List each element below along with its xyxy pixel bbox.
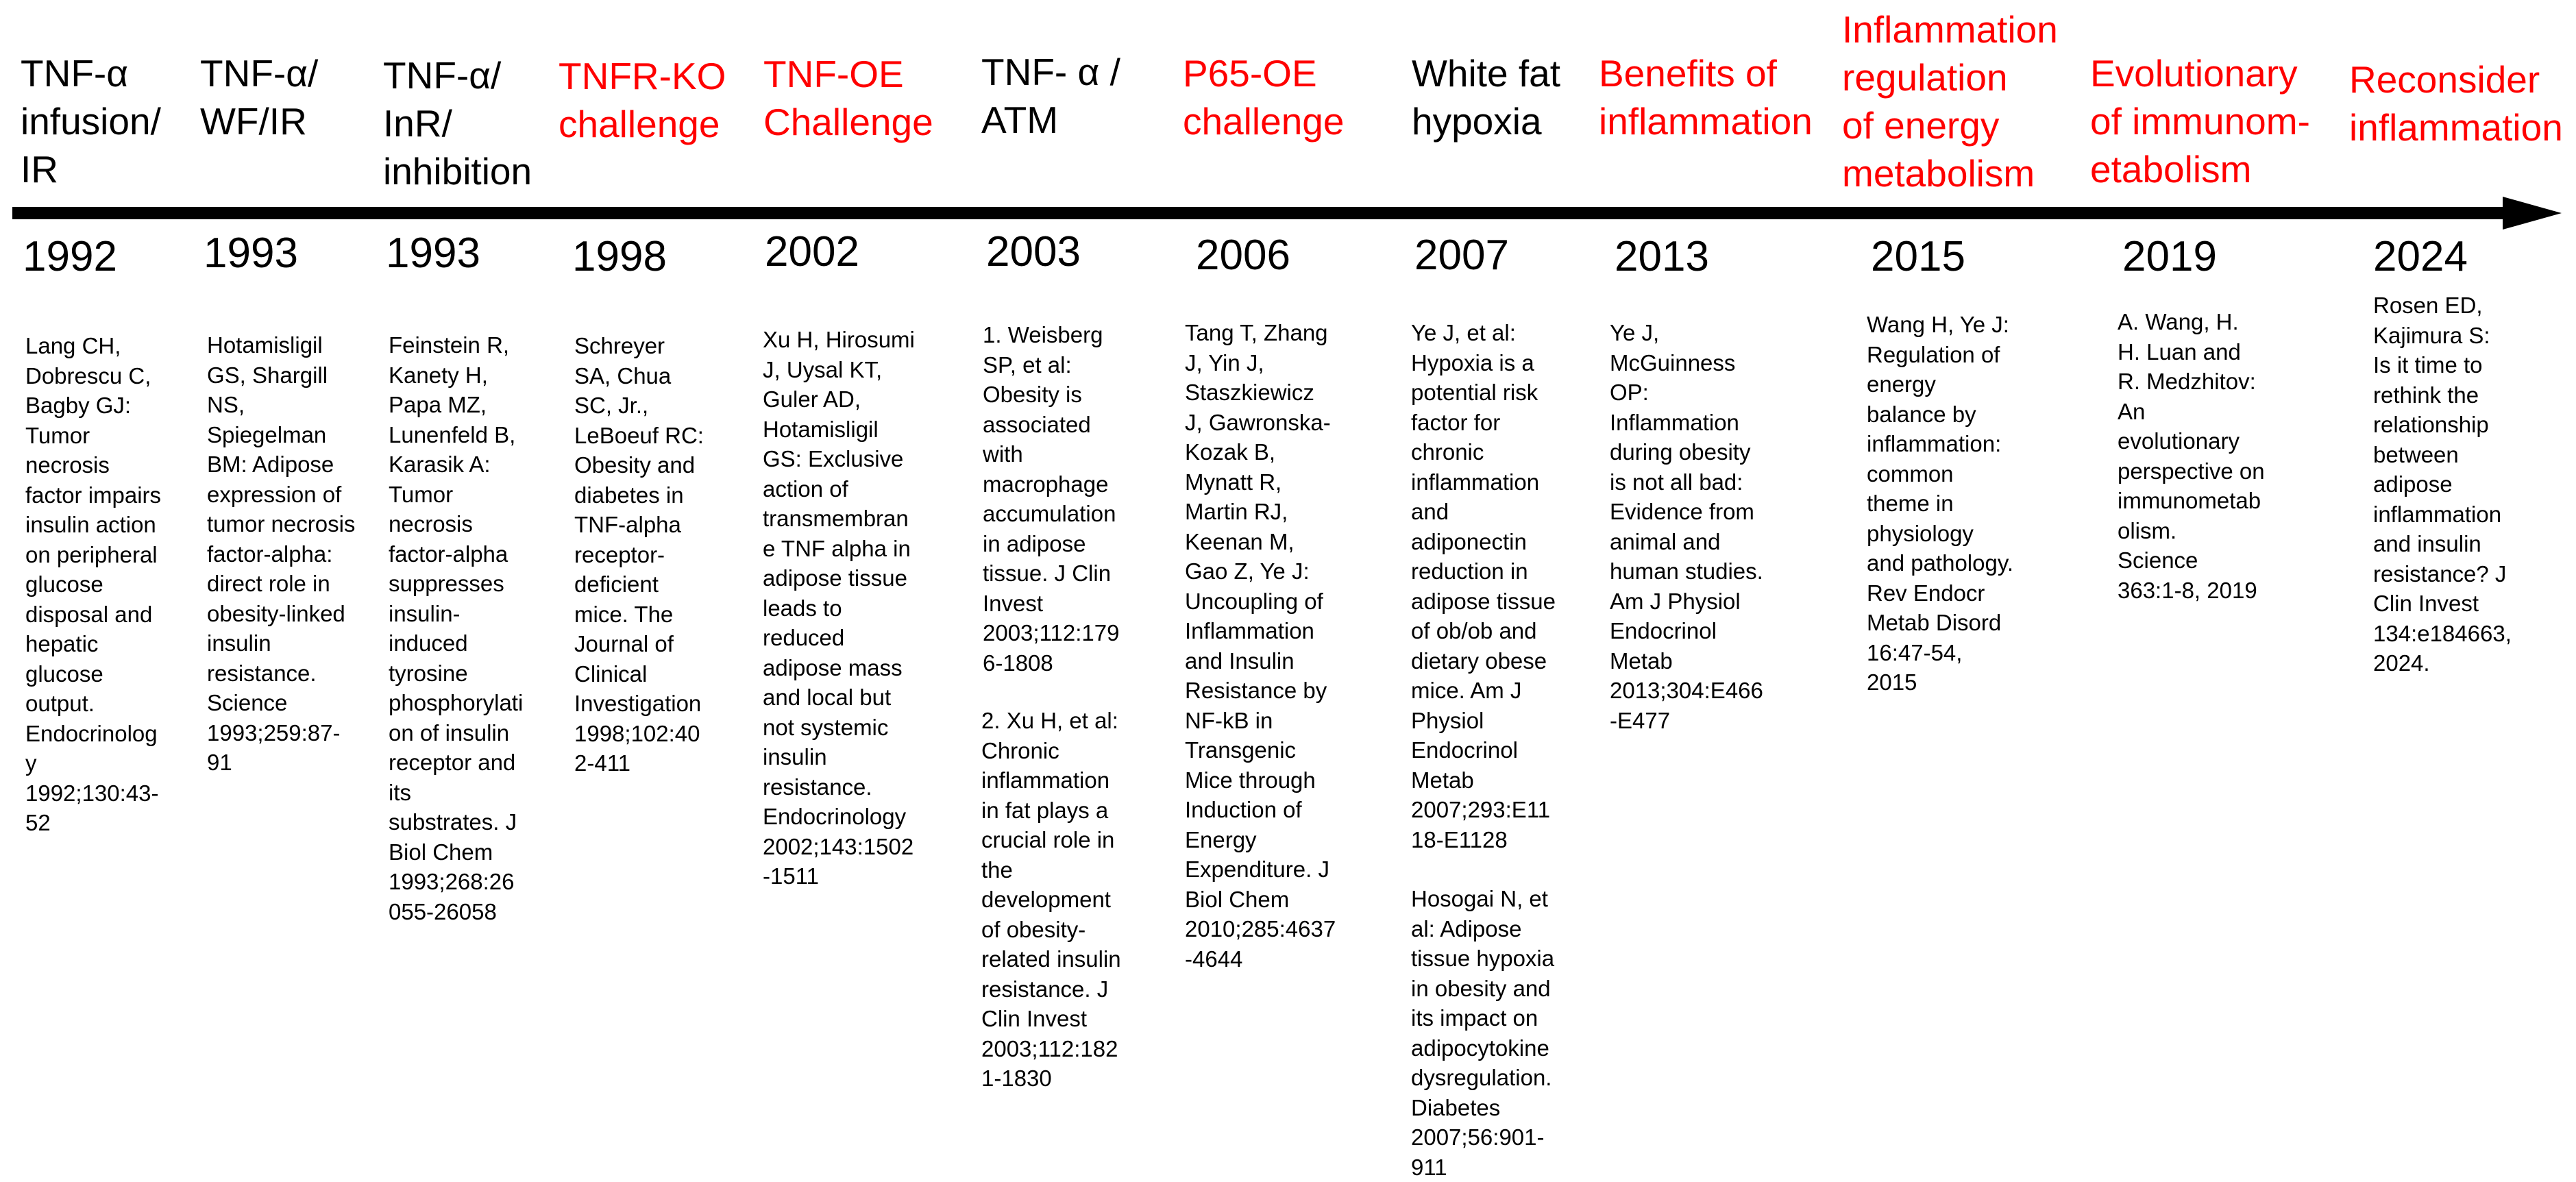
milestone-title: Benefits of inflammation: [1599, 52, 1813, 143]
milestone-year: 1992: [23, 233, 117, 280]
milestone-year: 1993: [204, 230, 298, 277]
milestone-reference: Tang T, Zhang J, Yin J, Staszkiewicz J, …: [1185, 320, 1336, 972]
milestone-reference: Schreyer SA, Chua SC, Jr., LeBoeuf RC: O…: [574, 333, 704, 776]
milestone-year: 2006: [1196, 232, 1290, 279]
milestone-title: Reconsider inflammation: [2349, 58, 2563, 149]
milestone-title: Inflammation regulation of energy metabo…: [1842, 8, 2058, 195]
milestone-reference: Ye J, McGuinness OP: Inflammation during…: [1610, 320, 1763, 733]
milestone-reference: Wang H, Ye J: Regulation of energy balan…: [1867, 312, 2014, 695]
milestone-title: Evolutionary of immunom- etabolism: [2090, 52, 2310, 190]
milestone-reference: Hotamisligil GS, Shargill NS, Spiegelman…: [207, 332, 356, 775]
milestone-title: TNF- α / ATM: [981, 51, 1120, 141]
milestone-reference: Ye J, et al: Hypoxia is a potential risk…: [1411, 320, 1556, 852]
milestone-reference: Xu H, Hirosumi J, Uysal KT, Guler AD, Ho…: [763, 327, 915, 889]
milestone-reference: A. Wang, H. H. Luan and R. Medzhitov: An…: [2118, 309, 2265, 603]
milestone-reference-second: 2. Xu H, et al: Chronic inflammation in …: [981, 708, 1121, 1091]
milestone-reference: Feinstein R, Kanety H, Papa MZ, Lunenfel…: [389, 332, 524, 924]
milestone-year: 2003: [986, 228, 1081, 275]
milestone-reference: Rosen ED, Kajimura S: Is it time to reth…: [2373, 293, 2512, 676]
milestone-year: 2019: [2122, 233, 2217, 280]
milestone-title: White fat hypoxia: [1412, 52, 1561, 143]
milestone-title: TNF-α infusion/ IR: [21, 52, 161, 190]
milestone-title: TNF-α/ WF/IR: [200, 52, 319, 143]
milestone-year: 2007: [1414, 232, 1509, 279]
milestone-year: 2015: [1871, 233, 1965, 280]
milestone-title: P65-OE challenge: [1183, 52, 1345, 143]
timeline-axis: [12, 207, 2507, 219]
milestone-year: 2024: [2373, 233, 2468, 280]
milestone-year: 1993: [386, 230, 480, 277]
milestone-reference-second: Hosogai N, et al: Adipose tissue hypoxia…: [1411, 886, 1555, 1180]
milestone-year: 1998: [572, 233, 667, 280]
timeline-arrowhead-icon: [2503, 197, 2562, 230]
milestone-year: 2013: [1615, 233, 1709, 280]
milestone-title: TNF-α/ InR/ inhibition: [383, 54, 532, 193]
milestone-title: TNFR-KO challenge: [559, 55, 726, 145]
milestone-year: 2002: [765, 228, 859, 275]
milestone-title: TNF-OE Challenge: [763, 53, 933, 143]
milestone-reference: 1. Weisberg SP, et al: Obesity is associ…: [983, 322, 1120, 676]
milestone-reference: Lang CH, Dobrescu C, Bagby GJ: Tumor nec…: [25, 333, 162, 835]
